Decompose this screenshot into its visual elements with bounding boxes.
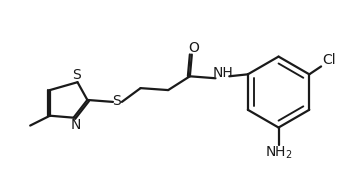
Text: Cl: Cl	[322, 53, 336, 67]
Text: S: S	[72, 68, 81, 82]
Text: NH: NH	[213, 66, 234, 80]
Text: S: S	[113, 94, 121, 108]
Text: NH$_2$: NH$_2$	[265, 145, 292, 161]
Text: O: O	[188, 41, 199, 55]
Text: N: N	[70, 118, 81, 132]
